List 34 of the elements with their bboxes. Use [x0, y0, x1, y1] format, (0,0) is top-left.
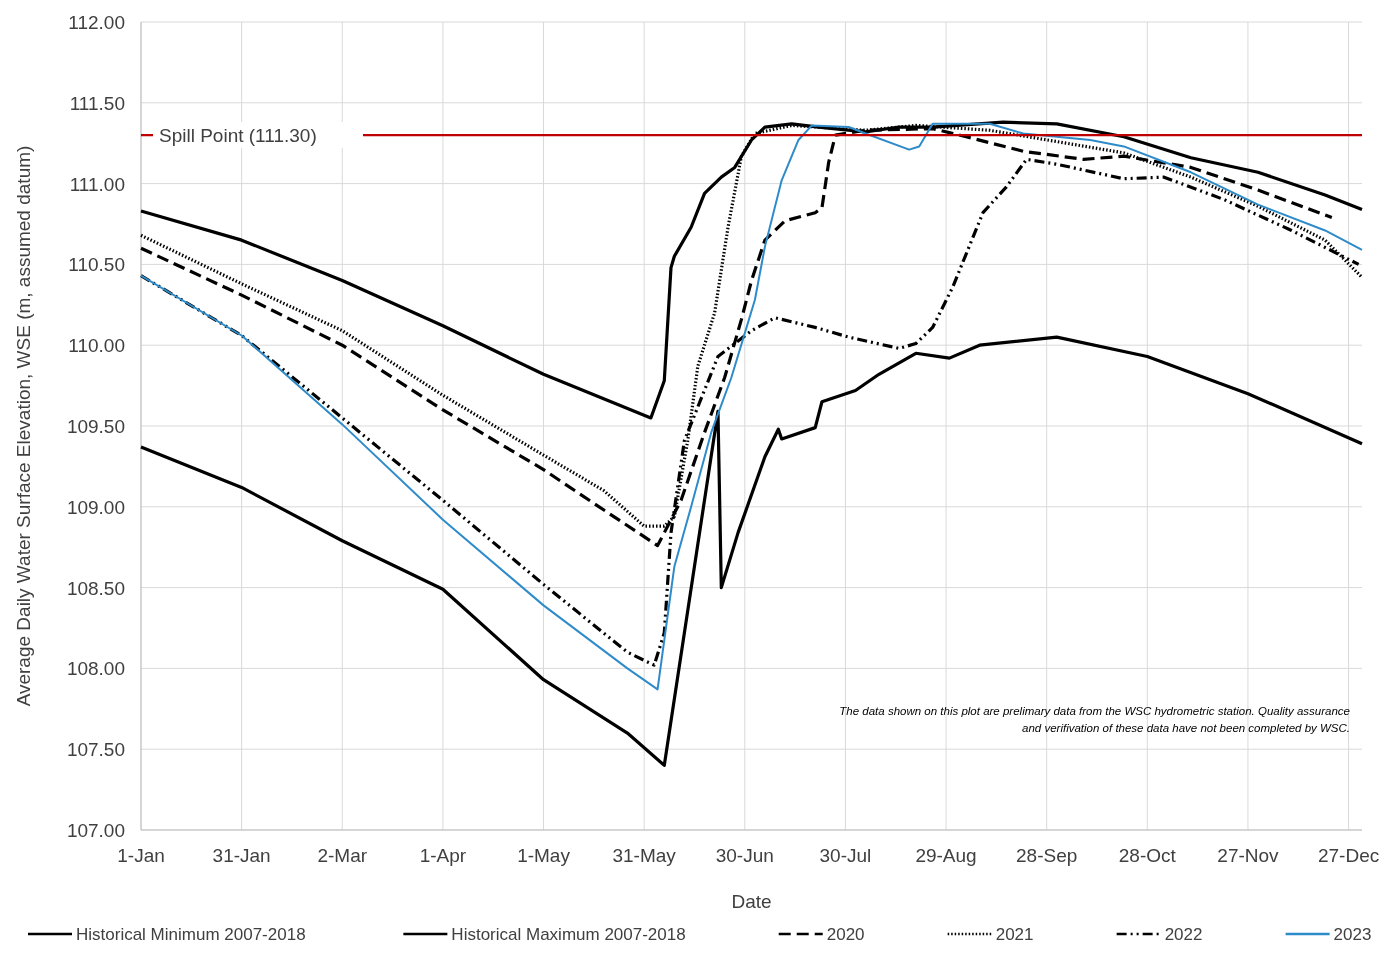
y-tick-label: 109.50	[66, 416, 125, 437]
legend-label: Historical Maximum 2007-2018	[451, 925, 686, 944]
x-tick-label: 29-Aug	[915, 845, 977, 866]
legend-label: 2021	[995, 925, 1034, 944]
y-tick-label: 109.00	[66, 496, 125, 518]
x-tick-label: 30-Jun	[715, 845, 774, 866]
x-tick-label: 1-Jan	[117, 845, 165, 866]
y-tick-label: 110.00	[68, 335, 125, 357]
legend-label: 2020	[826, 925, 865, 944]
x-tick-label: 31-Jan	[212, 845, 271, 866]
y-tick-label: 112.00	[68, 12, 125, 33]
y-tick-label: 111.00	[69, 173, 125, 195]
y-tick-label: 108.00	[66, 658, 125, 680]
legend-label: Historical Minimum 2007-2018	[76, 925, 306, 944]
y-tick-label: 107.50	[66, 739, 125, 761]
x-tick-label: 2-Mar	[317, 845, 368, 866]
y-tick-label: 107.00	[66, 820, 125, 841]
y-tick-label: 108.50	[66, 577, 125, 599]
x-tick-label: 31-May	[612, 845, 677, 866]
x-axis-title: Date	[731, 891, 772, 912]
x-tick-label: 27-Nov	[1217, 845, 1280, 866]
legend-label: 2022	[1164, 925, 1203, 944]
x-tick-label: 28-Oct	[1118, 845, 1177, 866]
x-tick-label: 28-Sep	[1016, 845, 1078, 866]
x-tick-label: 1-May	[517, 845, 571, 866]
x-tick-label: 1-Apr	[419, 845, 467, 866]
legend-label: 2023	[1333, 925, 1372, 944]
y-axis-title: Average Daily Water Surface Elevation, WSE (m, assumed datum)	[13, 145, 34, 707]
x-tick-label: 27-Dec	[1317, 845, 1380, 866]
y-tick-label: 110.50	[68, 254, 125, 276]
annotation: The data shown on this plot are prelimary data from the WSC hydrometric station. Quality assurance and verifivation of these data have not been completed by WSC.	[839, 705, 1350, 735]
y-tick-label: 111.50	[69, 92, 125, 114]
x-tick-label: 30-Jul	[819, 845, 872, 866]
ref-line-label: Spill Point (111.30)	[159, 125, 317, 147]
